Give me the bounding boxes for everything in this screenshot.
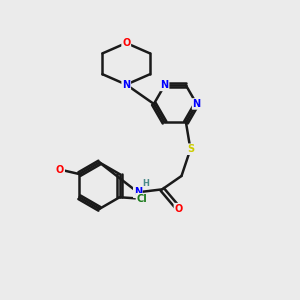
- Text: N: N: [134, 187, 142, 197]
- Text: N: N: [122, 80, 130, 90]
- Text: N: N: [193, 99, 201, 109]
- Text: H: H: [142, 179, 149, 188]
- Text: O: O: [122, 38, 130, 48]
- Text: Cl: Cl: [136, 194, 147, 204]
- Text: N: N: [160, 80, 169, 90]
- Text: O: O: [174, 204, 183, 214]
- Text: O: O: [56, 165, 64, 175]
- Text: S: S: [187, 144, 194, 154]
